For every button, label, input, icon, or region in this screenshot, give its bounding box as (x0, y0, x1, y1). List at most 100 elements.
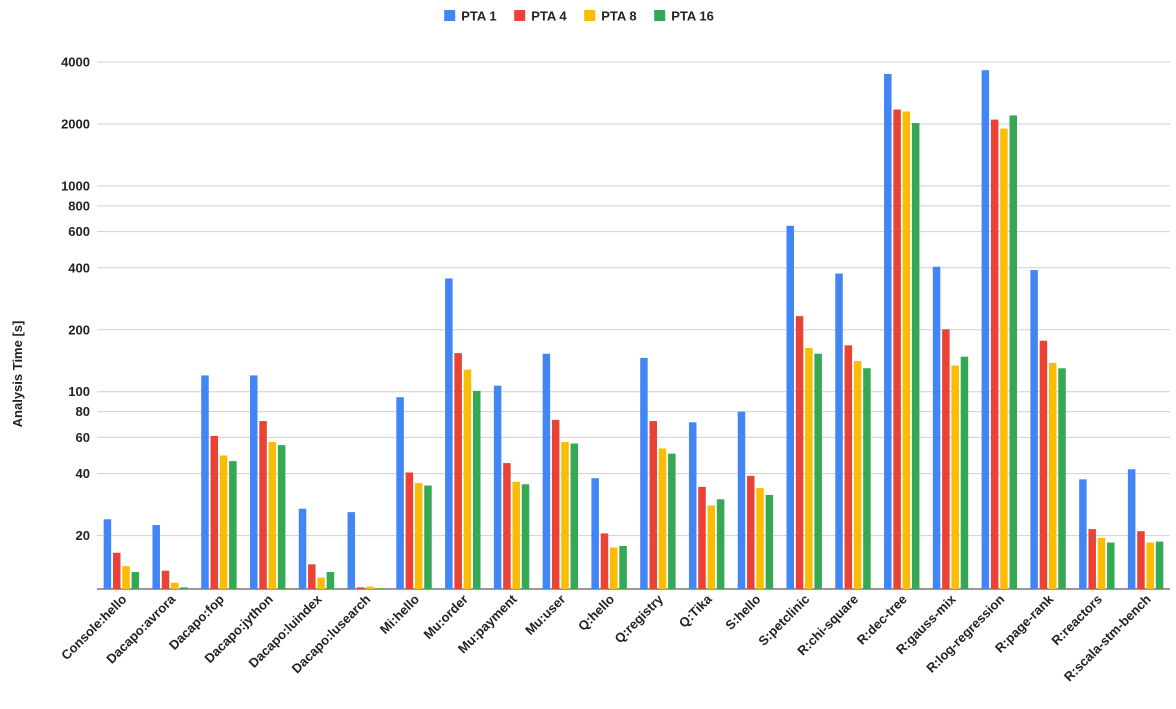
bar (152, 525, 160, 589)
gridlines (97, 61, 1170, 590)
legend-swatch (514, 10, 526, 21)
bar (1009, 115, 1017, 589)
bar (171, 582, 179, 589)
y-tick-label: 1000 (61, 178, 90, 193)
bar (1058, 368, 1066, 589)
bar (814, 353, 822, 589)
bar (805, 348, 813, 589)
y-tick-label: 60 (76, 430, 90, 445)
bar (454, 353, 462, 589)
bar (600, 533, 609, 589)
legend-swatch (444, 10, 456, 21)
bar (472, 390, 481, 589)
bar (551, 419, 560, 589)
y-tick-label: 40 (76, 466, 90, 481)
bar (542, 353, 551, 589)
bar (893, 109, 901, 590)
x-tick-label: Mu:order (420, 592, 470, 642)
bar (902, 111, 911, 589)
bar (610, 547, 618, 589)
bar (308, 564, 316, 589)
bar (1127, 469, 1136, 589)
bar (210, 435, 219, 589)
legend-label: PTA 8 (601, 9, 636, 24)
bar (493, 385, 502, 589)
bar (932, 266, 941, 589)
legend-swatch (654, 10, 666, 21)
y-axis-title: Analysis Time [s] (10, 321, 25, 428)
bar (698, 486, 706, 589)
bar (414, 483, 423, 589)
bar (658, 448, 667, 589)
bar (960, 356, 969, 589)
bar (619, 545, 627, 589)
bar (737, 411, 746, 589)
y-tick-label: 4000 (61, 55, 90, 70)
bar (765, 494, 774, 589)
bar (795, 316, 804, 589)
bar (161, 570, 170, 589)
bar (250, 375, 258, 589)
bar (131, 572, 140, 589)
y-tick-label: 200 (68, 322, 90, 337)
y-axis-ticks: 20 40 60 80 100 200 400 600 800 1000 2000 4000 (61, 55, 90, 544)
bar (180, 587, 188, 589)
bar (863, 368, 871, 589)
y-tick-label: 600 (68, 224, 90, 239)
bar (103, 519, 112, 589)
y-tick-label: 20 (76, 528, 90, 543)
y-tick-label: 80 (76, 404, 90, 419)
bar (445, 278, 453, 589)
x-tick-label: Mi:hello (377, 591, 422, 636)
bar (1048, 362, 1057, 589)
bar (649, 421, 657, 589)
bar (981, 70, 990, 589)
chart-legend: PTA 1 PTA 4 PTA 8 PTA 16 (444, 9, 714, 24)
x-tick-label: Mu:user (522, 592, 568, 638)
bar (951, 365, 959, 589)
bar (356, 587, 365, 589)
bar (570, 443, 579, 589)
bar (756, 488, 764, 589)
x-tick-label: Q:hello (575, 591, 617, 633)
legend-swatch (584, 10, 596, 21)
bar (375, 588, 383, 589)
bar (668, 453, 676, 589)
x-tick-label: Q:registry (611, 591, 666, 646)
bar (640, 357, 648, 589)
x-tick-label: R:scala-stm-bench (1061, 591, 1154, 684)
bar (1000, 128, 1008, 589)
y-tick-label: 800 (68, 198, 90, 213)
bar (512, 481, 520, 589)
bar (268, 441, 277, 589)
bar (707, 505, 716, 589)
bar (942, 329, 950, 589)
bar (112, 552, 121, 589)
bar (1030, 270, 1038, 589)
bar (786, 225, 795, 589)
bar (366, 586, 374, 589)
bar (259, 421, 267, 589)
bar (1097, 537, 1106, 589)
bar (1039, 340, 1048, 589)
bar (405, 472, 414, 589)
y-tick-label: 400 (68, 260, 90, 275)
legend-label: PTA 4 (531, 9, 567, 24)
bar (844, 345, 853, 589)
y-tick-label: 100 (68, 384, 90, 399)
bar (835, 273, 843, 589)
bar (1155, 541, 1164, 589)
x-tick-label: Q:Tika (676, 591, 716, 631)
bar (201, 375, 209, 589)
bar (326, 572, 335, 589)
bar (122, 566, 130, 589)
bars (103, 70, 1164, 590)
bar (591, 478, 599, 589)
bar (463, 369, 472, 589)
bar (911, 123, 920, 589)
bar (347, 512, 356, 589)
y-tick-label: 2000 (61, 116, 90, 131)
x-axis-labels: Console:helloDacapo:avroraDacapo:fopDaca… (58, 591, 1154, 684)
x-tick-label: S:hello (722, 591, 763, 632)
